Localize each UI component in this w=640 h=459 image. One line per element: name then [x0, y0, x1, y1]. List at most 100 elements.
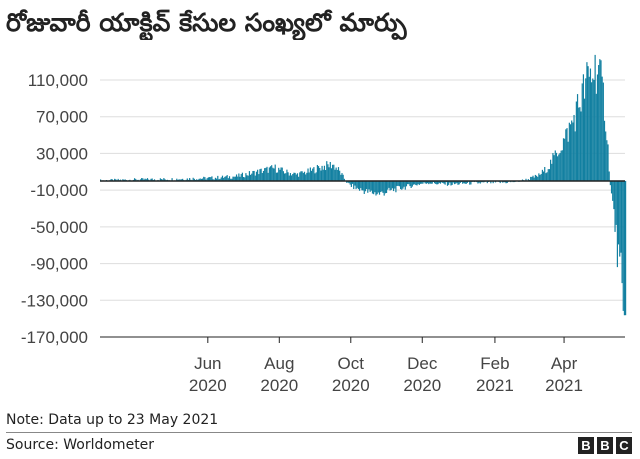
bar	[455, 180, 457, 184]
bar	[551, 163, 553, 181]
bar	[613, 180, 615, 210]
bar	[622, 180, 624, 311]
bar	[378, 180, 381, 195]
bar	[274, 164, 276, 181]
bar	[288, 175, 290, 181]
x-axis: Jun 2020 Aug 2020 Oct 2020 Dec 2020 Feb 2021 Apr 20…	[189, 337, 583, 395]
bar	[358, 180, 361, 191]
bar	[403, 180, 405, 187]
bar	[171, 178, 173, 181]
bar	[463, 180, 465, 184]
bar	[412, 180, 415, 185]
bar	[381, 180, 383, 192]
bar	[608, 171, 610, 181]
bar	[302, 172, 304, 181]
bar	[289, 173, 292, 181]
bar	[578, 107, 580, 181]
bar	[319, 168, 321, 181]
bar	[163, 178, 165, 181]
bar	[541, 169, 543, 181]
bar	[470, 180, 472, 185]
bar	[585, 78, 587, 181]
x-tick-label: 2020	[332, 376, 370, 395]
bar	[623, 180, 626, 316]
bar	[176, 178, 178, 181]
bar	[335, 167, 337, 181]
bar	[251, 173, 253, 181]
y-tick-label: -90,000	[30, 255, 88, 274]
bar	[237, 176, 239, 181]
bar	[110, 178, 112, 181]
bar	[313, 167, 315, 181]
x-tick-label: Dec	[407, 354, 438, 373]
bar	[208, 177, 211, 181]
bar	[327, 164, 329, 181]
bar	[539, 174, 541, 181]
bar	[150, 178, 152, 181]
bar	[544, 166, 546, 181]
bar	[223, 177, 225, 181]
bar	[309, 167, 311, 181]
bar	[374, 180, 376, 193]
bar	[216, 178, 218, 181]
bar	[422, 180, 424, 184]
y-tick-label: 70,000	[36, 108, 88, 127]
bar	[242, 177, 245, 181]
bar	[548, 169, 551, 181]
bar	[555, 152, 558, 181]
bar	[164, 179, 166, 181]
bar	[410, 180, 412, 188]
bar	[227, 178, 229, 181]
bar-series	[100, 54, 627, 316]
bar	[336, 169, 338, 181]
bar	[525, 178, 527, 181]
bar	[320, 170, 322, 181]
bar	[579, 107, 581, 181]
bar	[189, 178, 191, 181]
bar	[486, 180, 488, 184]
bar	[600, 60, 602, 181]
bar	[201, 178, 204, 181]
x-tick-label: 2020	[260, 376, 298, 395]
bar	[342, 174, 344, 181]
bar	[180, 179, 183, 181]
bar	[610, 180, 613, 194]
bar	[199, 178, 201, 181]
bar	[408, 180, 410, 185]
bar	[599, 59, 601, 181]
bar	[238, 173, 240, 181]
bar	[596, 74, 599, 181]
bar	[186, 178, 188, 181]
bar	[404, 180, 406, 190]
bar	[567, 141, 569, 181]
bar	[415, 180, 417, 186]
bar	[364, 180, 367, 192]
bar	[219, 178, 221, 181]
bar	[545, 173, 547, 181]
bar	[292, 173, 294, 181]
bar	[400, 180, 402, 190]
bar	[303, 171, 306, 181]
bar	[250, 174, 252, 181]
bar	[588, 76, 590, 181]
bar	[326, 161, 328, 181]
bar	[459, 180, 461, 183]
bar	[211, 176, 213, 181]
bar	[200, 178, 202, 181]
bar	[583, 98, 586, 181]
bar	[421, 180, 423, 184]
bar	[371, 180, 374, 194]
bar	[355, 180, 357, 190]
bar	[533, 177, 535, 181]
bar	[615, 180, 617, 225]
bar	[380, 180, 382, 193]
bar	[396, 180, 398, 186]
bar	[315, 172, 317, 181]
bar	[602, 82, 604, 181]
bar	[505, 180, 507, 184]
bar	[574, 131, 576, 181]
bar	[552, 153, 554, 181]
bar	[124, 179, 126, 181]
bar	[240, 174, 242, 181]
bar	[589, 68, 592, 181]
